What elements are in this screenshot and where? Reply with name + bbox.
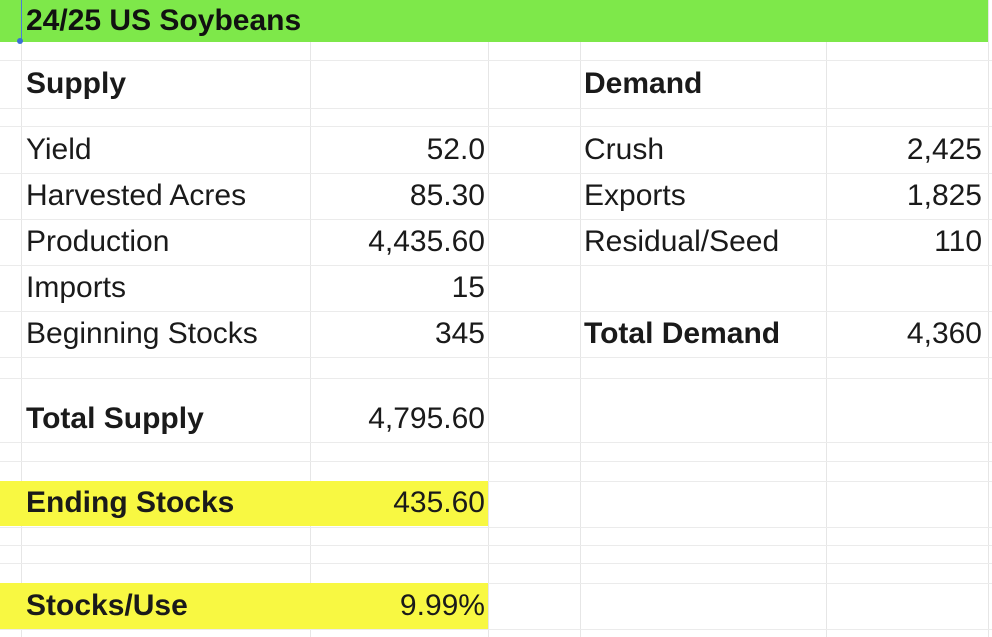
stocks-use-value[interactable]: 9.99% [399,589,485,622]
ending-stocks-label[interactable]: Ending Stocks [26,486,235,519]
demand-value-exports[interactable]: 1,825 [906,179,982,212]
demand-value-residual-seed[interactable]: 110 [934,225,982,258]
supply-value-production[interactable]: 4,435.60 [368,225,485,258]
supply-label-imports[interactable]: Imports [26,271,127,304]
total-demand-value[interactable]: 4,360 [906,317,982,350]
supply-value-yield[interactable]: 52.0 [426,133,485,166]
stocks-use-label[interactable]: Stocks/Use [26,589,188,622]
demand-value-crush[interactable]: 2,425 [906,133,982,166]
supply-header[interactable]: Supply [26,67,127,100]
ending-stocks-value[interactable]: 435.60 [393,486,485,519]
demand-header[interactable]: Demand [584,67,703,100]
supply-label-production[interactable]: Production [26,225,170,258]
supply-value-imports[interactable]: 15 [451,271,485,304]
demand-label-residual-seed[interactable]: Residual/Seed [584,225,780,258]
sheet-title[interactable]: 24/25 US Soybeans [26,4,302,37]
sheet-title-row[interactable] [0,0,988,42]
supply-label-yield[interactable]: Yield [26,133,92,166]
total-demand-label[interactable]: Total Demand [584,317,781,350]
total-supply-value[interactable]: 4,795.60 [368,402,485,435]
supply-label-beginning-stocks[interactable]: Beginning Stocks [26,317,258,350]
demand-label-crush[interactable]: Crush [584,133,665,166]
stocks-use-highlight [0,583,488,629]
ending-stocks-highlight [0,481,488,526]
total-supply-label[interactable]: Total Supply [26,402,204,435]
demand-label-exports[interactable]: Exports [584,179,686,212]
supply-value-beginning-stocks[interactable]: 345 [434,317,485,350]
cell-selection-cursor [0,0,22,42]
supply-value-harvested-acres[interactable]: 85.30 [409,179,485,212]
fill-handle[interactable] [17,38,23,44]
supply-label-harvested-acres[interactable]: Harvested Acres [26,179,247,212]
